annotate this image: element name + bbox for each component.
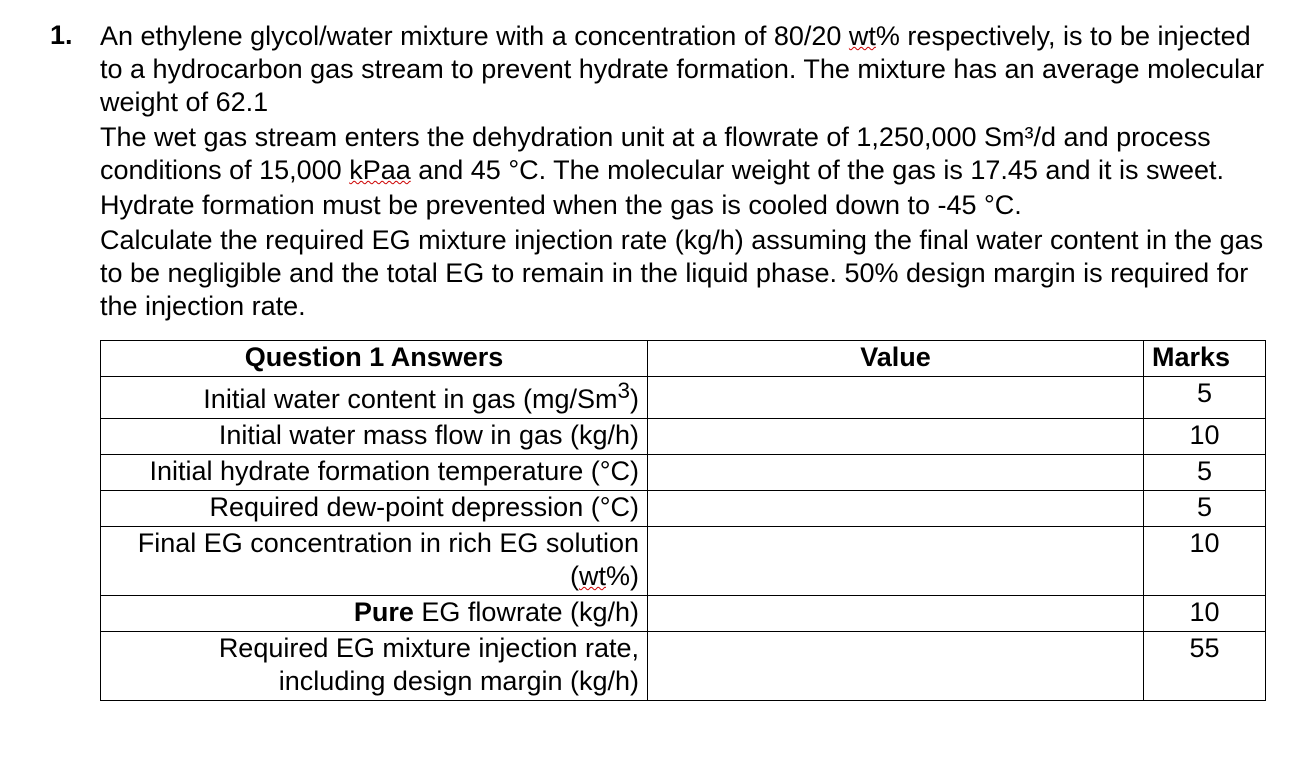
page: 1. An ethylene glycol/water mixture with… — [0, 0, 1298, 721]
answers-table: Question 1 Answers Value Marks Initial w… — [100, 340, 1266, 700]
row-marks: 10 — [1144, 527, 1266, 596]
row-label-bold: Pure — [354, 597, 414, 627]
row-label-wavy: wt — [579, 561, 606, 591]
paragraph-3: Hydrate formation must be prevented when… — [100, 189, 1266, 222]
paragraph-2: The wet gas stream enters the dehydratio… — [100, 121, 1266, 187]
paragraph-4: Calculate the required EG mixture inject… — [100, 224, 1266, 323]
p1-text-a: An ethylene glycol/water mixture with a … — [100, 21, 849, 51]
row-label: Initial water content in gas (mg/Sm3) — [101, 377, 648, 419]
table-row: Required dew-point depression (°C) 5 — [101, 491, 1266, 527]
header-marks: Marks — [1144, 341, 1266, 377]
question-number: 1. — [50, 20, 100, 51]
p2-text-b: and 45 °C. The molecular weight of the g… — [411, 155, 1224, 185]
row-label-text: Final EG concentration in rich EG soluti… — [138, 528, 639, 591]
row-marks: 55 — [1144, 631, 1266, 700]
row-value — [648, 491, 1144, 527]
row-marks: 10 — [1144, 596, 1266, 632]
row-value — [648, 419, 1144, 455]
row-label-sup: 3 — [617, 378, 630, 403]
row-label: Required EG mixture injection rate, incl… — [101, 631, 648, 700]
table-row: Pure EG flowrate (kg/h) 10 — [101, 596, 1266, 632]
row-label-text: Initial water content in gas (mg/Sm — [203, 384, 617, 414]
row-label: Initial water mass flow in gas (kg/h) — [101, 419, 648, 455]
row-marks: 5 — [1144, 455, 1266, 491]
table-row: Initial water content in gas (mg/Sm3) 5 — [101, 377, 1266, 419]
row-label: Required dew-point depression (°C) — [101, 491, 648, 527]
paragraph-1: An ethylene glycol/water mixture with a … — [100, 20, 1266, 119]
row-label-text: EG flowrate (kg/h) — [414, 597, 639, 627]
row-marks: 10 — [1144, 419, 1266, 455]
row-marks: 5 — [1144, 491, 1266, 527]
question-body: An ethylene glycol/water mixture with a … — [100, 20, 1266, 701]
row-label: Initial hydrate formation temperature (°… — [101, 455, 648, 491]
row-value — [648, 527, 1144, 596]
row-label-post: %) — [606, 561, 639, 591]
p2-wavy-kpaa: kPaa — [349, 155, 411, 185]
table-row: Initial water mass flow in gas (kg/h) 10 — [101, 419, 1266, 455]
row-label: Pure EG flowrate (kg/h) — [101, 596, 648, 632]
row-value — [648, 596, 1144, 632]
row-value — [648, 631, 1144, 700]
row-marks: 5 — [1144, 377, 1266, 419]
table-row: Final EG concentration in rich EG soluti… — [101, 527, 1266, 596]
row-label-post: ) — [630, 384, 639, 414]
question-block: 1. An ethylene glycol/water mixture with… — [50, 20, 1266, 701]
row-value — [648, 377, 1144, 419]
header-value: Value — [648, 341, 1144, 377]
table-header-row: Question 1 Answers Value Marks — [101, 341, 1266, 377]
row-label: Final EG concentration in rich EG soluti… — [101, 527, 648, 596]
table-row: Required EG mixture injection rate, incl… — [101, 631, 1266, 700]
p1-wavy-wt: wt — [849, 21, 876, 51]
row-value — [648, 455, 1144, 491]
header-answers: Question 1 Answers — [101, 341, 648, 377]
table-row: Initial hydrate formation temperature (°… — [101, 455, 1266, 491]
